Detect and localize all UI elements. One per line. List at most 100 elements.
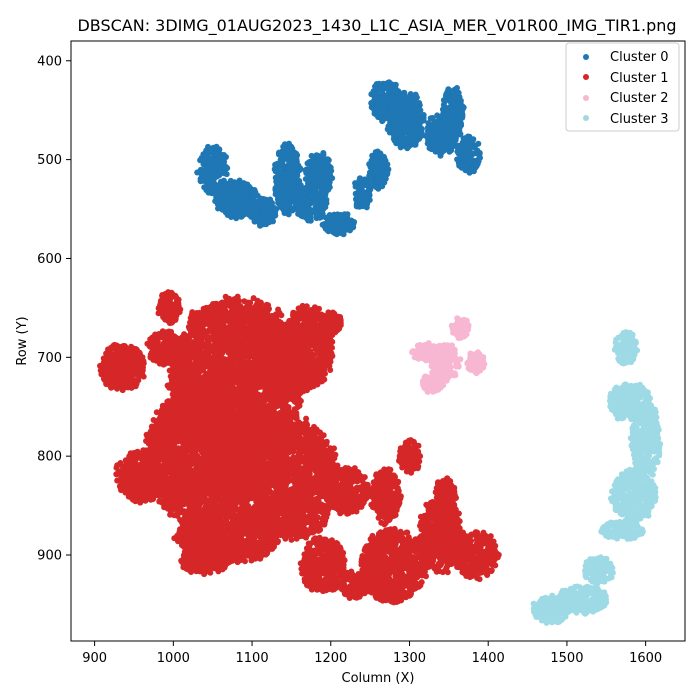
data-point (107, 382, 114, 389)
data-point (314, 168, 321, 175)
data-point (254, 198, 261, 205)
data-point (392, 103, 399, 110)
data-point (154, 341, 161, 348)
data-point (431, 118, 438, 125)
data-point (274, 161, 281, 168)
data-point (460, 135, 467, 142)
data-point (319, 221, 326, 228)
data-point (212, 198, 219, 205)
data-point (279, 158, 285, 165)
data-point (120, 343, 127, 349)
data-point (363, 191, 370, 198)
data-point (156, 303, 163, 310)
data-point (465, 157, 472, 164)
chart-title: DBSCAN: 3DIMG_01AUG2023_1430_L1C_ASIA_ME… (77, 16, 676, 36)
data-point (450, 93, 457, 100)
data-point (202, 184, 209, 191)
data-point (444, 88, 451, 95)
data-point (382, 157, 389, 164)
data-point (272, 212, 279, 219)
data-point (236, 202, 243, 209)
data-point (455, 89, 462, 96)
data-point (374, 149, 381, 156)
data-point (415, 127, 422, 134)
data-point (369, 99, 376, 106)
data-point (257, 222, 264, 229)
data-point (454, 156, 461, 163)
data-point (401, 123, 408, 130)
data-point (140, 360, 147, 367)
data-point (159, 296, 166, 303)
data-point (465, 134, 472, 141)
data-point (371, 158, 378, 165)
data-point (232, 181, 239, 188)
data-point (377, 176, 384, 183)
data-point (240, 186, 247, 193)
data-point (248, 189, 255, 196)
data-point (292, 185, 298, 192)
data-point (288, 145, 295, 152)
data-point (370, 182, 376, 188)
data-point (207, 173, 214, 180)
data-point (275, 185, 282, 192)
data-point (289, 170, 296, 177)
data-point (253, 192, 260, 199)
data-point (122, 360, 129, 367)
data-point (165, 333, 172, 340)
data-point (215, 205, 221, 212)
data-point (223, 171, 230, 178)
data-point (197, 178, 204, 184)
data-point (293, 164, 300, 171)
data-point (283, 148, 290, 154)
data-point (274, 196, 281, 203)
data-point (232, 190, 239, 197)
data-point (280, 143, 287, 150)
data-point (404, 145, 411, 152)
data-point (229, 211, 236, 218)
data-point (408, 105, 415, 112)
series-cluster-0 (194, 79, 483, 238)
data-point (388, 81, 395, 88)
data-point (464, 165, 471, 172)
data-point (439, 106, 446, 113)
data-point (265, 201, 272, 208)
data-point (325, 176, 332, 183)
data-point (118, 382, 124, 389)
data-point (213, 146, 220, 153)
data-point (403, 96, 410, 102)
data-point (475, 140, 482, 147)
data-point (110, 345, 117, 352)
data-point (158, 356, 165, 363)
data-point (300, 202, 307, 209)
data-point (463, 143, 470, 150)
data-point (115, 355, 122, 361)
data-point (132, 359, 139, 365)
data-point (312, 204, 319, 211)
data-point (388, 108, 395, 115)
data-point (231, 195, 238, 202)
data-point (423, 132, 430, 139)
data-point (314, 211, 321, 218)
data-point (217, 167, 224, 174)
data-point (386, 125, 393, 132)
data-point (111, 374, 118, 381)
data-point (325, 162, 332, 169)
data-point (100, 375, 107, 382)
data-point (131, 368, 138, 375)
data-point (459, 110, 466, 117)
data-point (172, 317, 179, 323)
data-point (287, 181, 294, 187)
data-point (105, 355, 111, 362)
data-point (199, 157, 206, 164)
data-point (324, 186, 331, 193)
data-point (404, 138, 411, 145)
data-point (264, 208, 271, 214)
data-point (429, 138, 436, 145)
data-point (270, 205, 277, 212)
data-point (302, 167, 309, 174)
data-point (439, 144, 446, 151)
data-point (223, 204, 230, 211)
data-point (295, 196, 302, 203)
data-point (216, 160, 223, 167)
